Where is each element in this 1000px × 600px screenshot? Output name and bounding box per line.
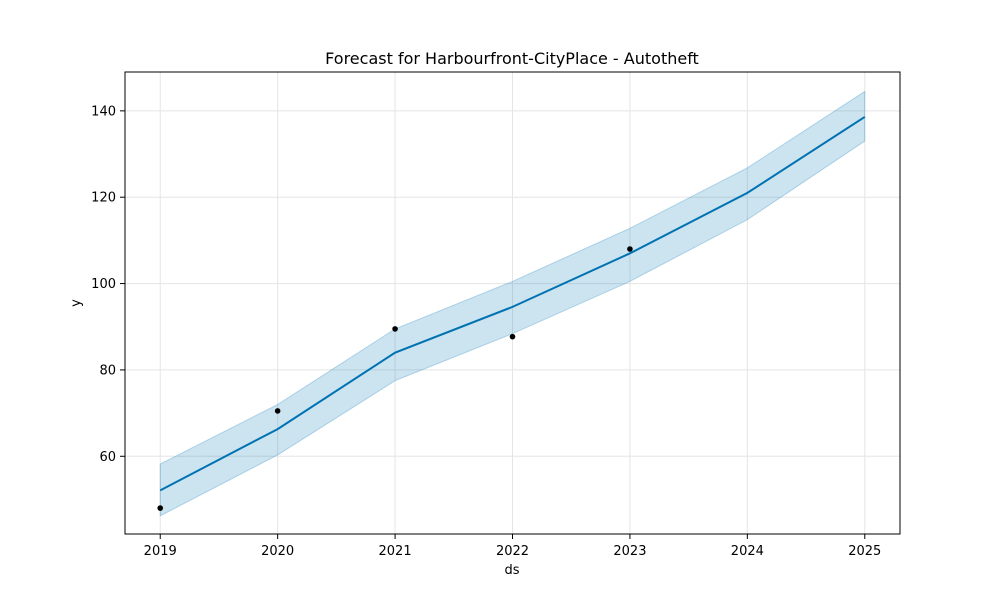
x-tick-label: 2025 (848, 544, 881, 559)
uncertainty-band-area (159, 90, 866, 517)
x-axis-label: ds (504, 563, 519, 578)
y-axis-ticks: 60 80 100 120 140 (91, 104, 125, 465)
uncertainty-band (159, 90, 866, 517)
observed-point (274, 408, 281, 414)
observed-point (627, 246, 633, 252)
forecast-line (159, 116, 866, 492)
y-tick-label: 140 (91, 104, 116, 119)
x-tick-label: 2022 (496, 544, 529, 559)
observed-point (157, 505, 164, 511)
y-tick-label: 80 (99, 363, 116, 378)
x-tick-label: 2021 (379, 544, 412, 559)
y-tick-label: 100 (91, 277, 116, 292)
chart-title: Forecast for Harbourfront-CityPlace - Au… (325, 49, 699, 68)
x-tick-label: 2023 (613, 544, 646, 559)
x-axis-ticks: 2019 2020 2021 2022 2023 2024 2025 (144, 534, 881, 559)
forecast-line-path (159, 116, 866, 492)
y-tick-label: 60 (99, 450, 116, 465)
y-tick-label: 120 (91, 191, 116, 206)
observed-points (157, 246, 633, 511)
y-axis-label: y (69, 299, 84, 307)
x-tick-label: 2024 (731, 544, 764, 559)
x-tick-label: 2019 (144, 544, 177, 559)
observed-point (509, 333, 516, 340)
grid (125, 72, 900, 534)
observed-point (392, 326, 398, 332)
x-tick-label: 2020 (261, 544, 294, 559)
